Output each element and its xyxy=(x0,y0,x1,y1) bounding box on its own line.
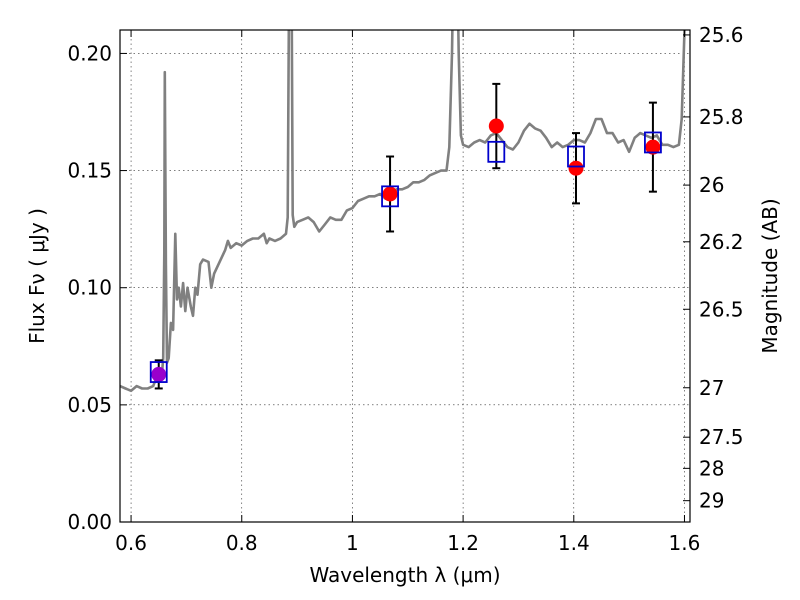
spectrum-series xyxy=(120,30,686,393)
data-point xyxy=(382,186,398,202)
model-square xyxy=(381,185,399,208)
plot-frame xyxy=(119,29,691,523)
model-squares xyxy=(149,131,662,383)
right-tick-label: 28 xyxy=(699,456,724,480)
right-tick-label: 27 xyxy=(699,376,724,400)
x-tick-label: 0.8 xyxy=(226,531,258,555)
model-square xyxy=(567,145,585,168)
x-tick-label: 0.6 xyxy=(115,531,147,555)
data-point xyxy=(151,366,167,382)
right-tick-label: 27.5 xyxy=(699,425,744,449)
x-ticks: 0.6 0.8 1 1.2 1.4 1.6 xyxy=(115,30,700,555)
model-square xyxy=(149,361,168,383)
right-ticks: 25.6 25.8 26 26.2 26.5 27 27.5 28 29 xyxy=(683,23,744,513)
right-tick-label: 26 xyxy=(699,173,724,197)
spectrum-line xyxy=(120,30,686,393)
x-tick-label: 1.6 xyxy=(669,531,701,555)
right-tick-label: 29 xyxy=(699,489,724,513)
x-tick-label: 1.4 xyxy=(558,531,590,555)
right-tick-label: 25.8 xyxy=(699,105,744,129)
data-point xyxy=(645,139,661,155)
right-axis-label: Magnitude (AB) xyxy=(758,198,782,353)
x-tick-label: 1 xyxy=(346,531,359,555)
y-tick-label: 0.00 xyxy=(67,510,112,534)
y-tick-label: 0.15 xyxy=(67,159,112,183)
y-tick-label: 0.10 xyxy=(67,276,112,300)
x-tick-label: 1.2 xyxy=(447,531,479,555)
y-tick-label: 0.05 xyxy=(67,393,112,417)
y-axis-label: Flux Fν ( μJy ) xyxy=(25,208,49,344)
data-point xyxy=(488,118,504,134)
data-point xyxy=(568,160,584,176)
right-tick-label: 25.6 xyxy=(699,23,744,47)
y-ticks: 0.00 0.05 0.10 0.15 0.20 xyxy=(67,41,127,534)
x-axis-label: Wavelength λ (μm) xyxy=(309,563,500,587)
y-tick-label: 0.20 xyxy=(67,41,112,65)
gridlines xyxy=(120,30,690,523)
photometry-points xyxy=(151,118,661,382)
right-tick-label: 26.5 xyxy=(699,297,744,321)
errorbars xyxy=(154,82,657,390)
model-square xyxy=(487,140,506,163)
right-tick-label: 26.2 xyxy=(699,230,744,254)
model-square xyxy=(644,131,662,154)
